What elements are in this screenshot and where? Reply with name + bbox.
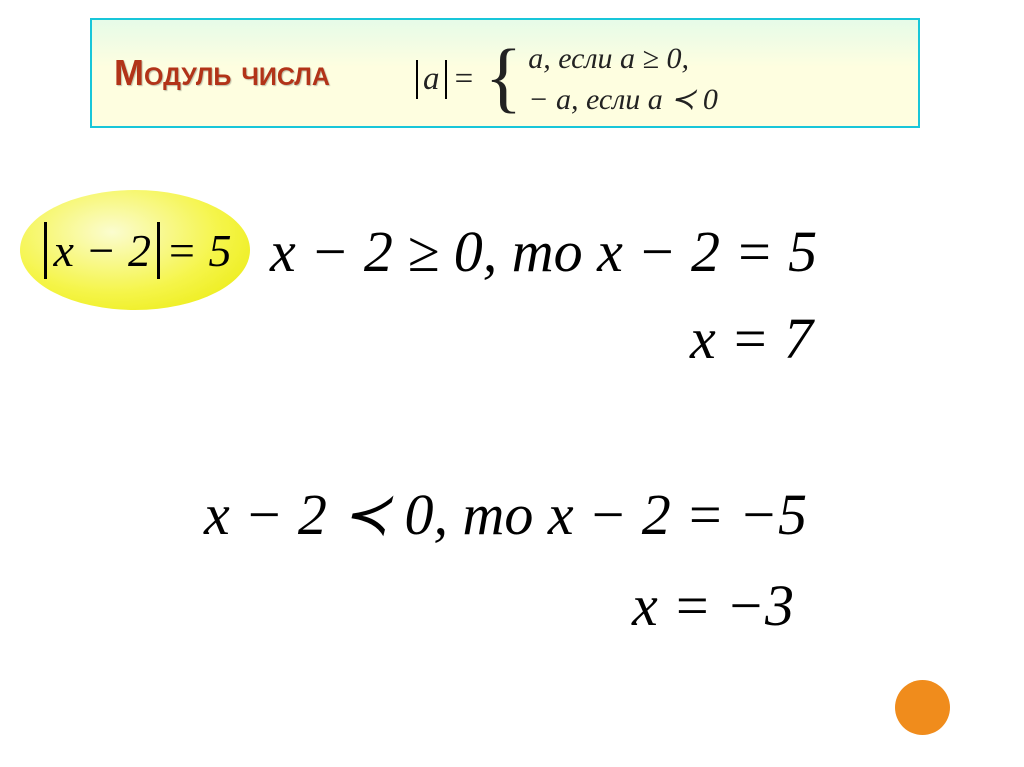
definition-cases: a, если a ≥ 0, − a, если a ≺ 0 [528, 42, 718, 117]
math-line-3: x − 2 ≺ 0, то x − 2 = −5 [204, 480, 807, 548]
example-ellipse: x − 2 = 5 [20, 190, 250, 310]
math-line-1: x − 2 ≥ 0, то x − 2 = 5 [270, 218, 817, 285]
case-nonneg: a, если a ≥ 0, [528, 42, 718, 76]
definition-lhs: a [416, 60, 447, 99]
math-line-4: x = −3 [632, 572, 794, 639]
absolute-value-definition: a = { a, если a ≥ 0, − a, если a ≺ 0 [410, 34, 840, 124]
slide-title: Модуль числа [114, 52, 330, 94]
case-neg: − a, если a ≺ 0 [528, 82, 718, 117]
example-lhs: x − 2 [44, 222, 159, 279]
math-line-2: x = 7 [690, 305, 813, 372]
definition-equals: = [453, 61, 475, 98]
decorative-dot-icon [895, 680, 950, 735]
brace-icon: { [485, 38, 522, 116]
example-rhs: = 5 [166, 224, 232, 277]
